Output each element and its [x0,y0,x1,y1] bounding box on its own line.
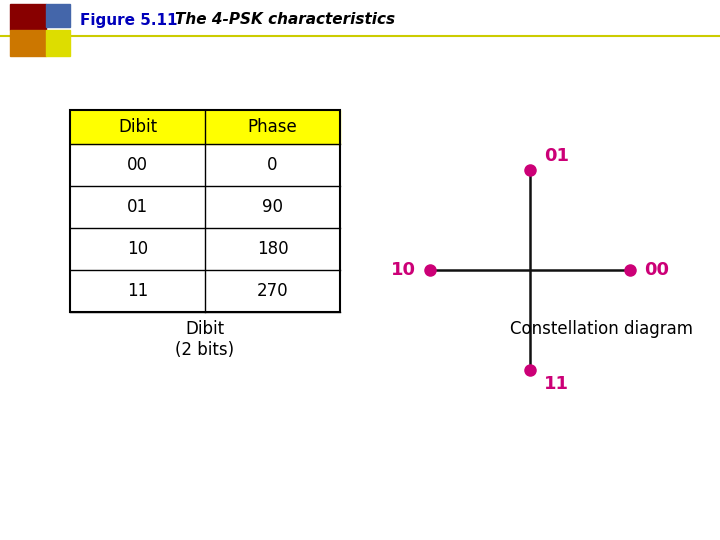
Text: 00: 00 [644,261,669,279]
Text: Phase: Phase [248,118,297,136]
Text: The 4-PSK characteristics: The 4-PSK characteristics [175,12,395,28]
Bar [46,4,70,27]
Bar [46,30,70,56]
Bar [70,110,340,312]
Text: Constellation diagram: Constellation diagram [510,320,693,338]
Text: Figure 5.11: Figure 5.11 [80,12,178,28]
Text: 180: 180 [257,240,288,258]
Text: 270: 270 [257,282,288,300]
Text: 00: 00 [127,156,148,174]
Text: 01: 01 [127,198,148,216]
Bar [70,110,340,144]
Text: Dibit: Dibit [118,118,157,136]
Bar [10,30,46,56]
Text: 0: 0 [267,156,278,174]
Text: 10: 10 [391,261,416,279]
Text: 90: 90 [262,198,283,216]
Text: Dibit
(2 bits): Dibit (2 bits) [176,320,235,359]
Text: 11: 11 [127,282,148,300]
Bar [10,4,46,30]
Text: 11: 11 [544,375,569,393]
Text: 10: 10 [127,240,148,258]
Text: 01: 01 [544,147,569,165]
